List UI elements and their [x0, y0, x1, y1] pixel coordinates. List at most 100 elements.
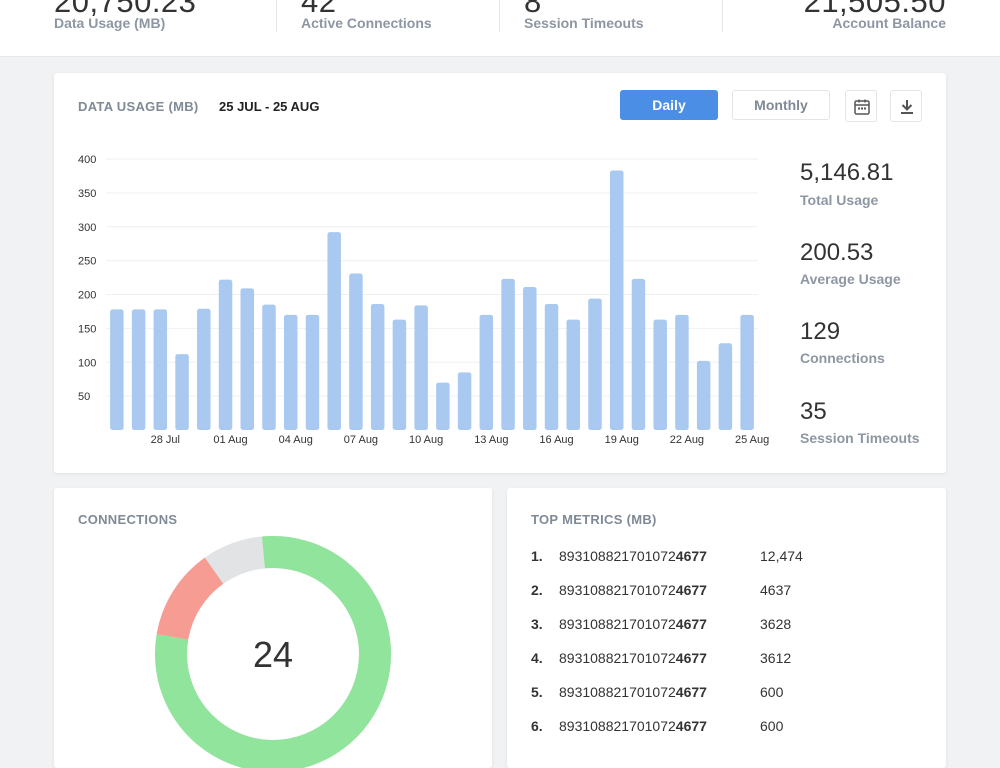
stat-label: Data Usage (MB): [54, 15, 166, 31]
usage-bar[interactable]: [197, 308, 211, 430]
monthly-button[interactable]: Monthly: [732, 90, 830, 120]
summary-label: Connections: [800, 350, 885, 366]
usage-bar[interactable]: [544, 303, 559, 430]
card-title: DATA USAGE (MB): [78, 99, 199, 114]
stats-bar: 20,750.23 Data Usage (MB) 42 Active Conn…: [0, 0, 1000, 57]
usage-bar[interactable]: [153, 309, 168, 430]
metric-rank: 4.: [531, 650, 543, 666]
metric-value: 3628: [760, 616, 792, 632]
x-tick-label: 16 Aug: [539, 434, 573, 446]
usage-bar[interactable]: [131, 309, 146, 430]
metric-rank: 1.: [531, 548, 543, 564]
connections-total: 24: [252, 634, 294, 675]
usage-bar[interactable]: [349, 273, 363, 430]
x-tick-label: 28 Jul: [151, 434, 180, 446]
download-icon: [901, 100, 913, 114]
card-title: TOP METRICS (MB): [531, 512, 657, 527]
usage-bar[interactable]: [457, 372, 472, 430]
metric-value: 600: [760, 718, 784, 734]
x-tick-label: 10 Aug: [409, 434, 443, 446]
daily-button[interactable]: Daily: [620, 90, 718, 120]
stat-value: 21,505.50: [803, 0, 946, 19]
connections-card: CONNECTIONS 24: [54, 488, 492, 768]
usage-bar[interactable]: [110, 309, 124, 430]
summary-value: 129: [800, 318, 841, 345]
metric-value: 3612: [760, 650, 792, 666]
usage-bar[interactable]: [370, 303, 385, 430]
donut-segment[interactable]: [155, 536, 391, 768]
usage-bar[interactable]: [218, 279, 233, 430]
usage-bar[interactable]: [653, 319, 667, 430]
data-usage-card: DATA USAGE (MB) 25 JUL - 25 AUG Daily Mo…: [54, 73, 946, 473]
usage-bar-chart: 50 100 150 200 250 300 350 400 28 Jul 01 Aug 04 Au…: [78, 154, 769, 446]
usage-bar[interactable]: [414, 305, 428, 430]
usage-bar[interactable]: [675, 314, 689, 430]
metric-id: 8931088217010724677: [559, 684, 707, 700]
download-button[interactable]: [890, 90, 922, 122]
y-tick-label: 50: [78, 391, 90, 403]
usage-bar[interactable]: [566, 319, 581, 430]
usage-bar[interactable]: [718, 343, 733, 430]
summary-label: Session Timeouts: [800, 430, 920, 446]
y-tick-label: 300: [78, 222, 96, 234]
stat-value: 20,750.23: [54, 0, 197, 19]
usage-bar[interactable]: [327, 232, 341, 430]
x-tick-label: 19 Aug: [605, 434, 639, 446]
usage-bar[interactable]: [631, 278, 646, 430]
summary-value: 5,146.81: [800, 159, 894, 186]
metric-value: 12,474: [760, 548, 803, 564]
usage-bar[interactable]: [175, 354, 189, 430]
summary-value: 200.53: [800, 239, 874, 266]
summary-label: Total Usage: [800, 192, 879, 208]
y-tick-label: 150: [78, 323, 96, 335]
stat-account-balance: 21,505.50 Account Balance: [746, 0, 946, 56]
usage-bar[interactable]: [588, 298, 602, 430]
x-tick-label: 01 Aug: [213, 434, 247, 446]
stat-label: Session Timeouts: [524, 15, 644, 31]
usage-bar[interactable]: [479, 314, 494, 430]
divider: [499, 0, 500, 32]
metric-id: 8931088217010724677: [559, 616, 707, 632]
usage-bar[interactable]: [305, 314, 320, 430]
y-tick-label: 100: [78, 357, 96, 369]
x-tick-label: 22 Aug: [670, 434, 704, 446]
usage-bar[interactable]: [392, 319, 407, 430]
x-tick-label: 04 Aug: [279, 434, 313, 446]
summary-value: 35: [800, 398, 827, 425]
calendar-button[interactable]: [845, 90, 877, 122]
connections-donut: [155, 536, 391, 768]
top-metrics-card: TOP METRICS (MB) 1. 8931088217010724677 …: [507, 488, 946, 768]
stat-value: 8: [524, 0, 542, 19]
metric-id: 8931088217010724677: [559, 548, 707, 564]
metric-rank: 2.: [531, 582, 543, 598]
y-tick-label: 400: [78, 154, 96, 166]
summary-label: Average Usage: [800, 271, 901, 287]
metric-rank: 5.: [531, 684, 543, 700]
usage-bar[interactable]: [240, 288, 255, 430]
usage-bar[interactable]: [609, 170, 624, 430]
usage-bar[interactable]: [436, 382, 450, 430]
metric-id: 8931088217010724677: [559, 718, 707, 734]
usage-bar[interactable]: [501, 278, 515, 430]
usage-bar[interactable]: [740, 314, 754, 430]
divider: [276, 0, 277, 32]
metric-value: 600: [760, 684, 784, 700]
stat-label: Account Balance: [832, 15, 946, 31]
usage-bar[interactable]: [262, 304, 276, 430]
date-range[interactable]: 25 JUL - 25 AUG: [219, 99, 320, 114]
metric-id: 8931088217010724677: [559, 650, 707, 666]
x-tick-label: 07 Aug: [344, 434, 378, 446]
x-tick-label: 13 Aug: [474, 434, 508, 446]
stat-value: 42: [301, 0, 337, 19]
calendar-icon: [854, 99, 870, 115]
usage-bar[interactable]: [523, 287, 537, 430]
stat-label: Active Connections: [301, 15, 432, 31]
card-title: CONNECTIONS: [78, 512, 178, 527]
metric-rank: 6.: [531, 718, 543, 734]
metric-id: 8931088217010724677: [559, 582, 707, 598]
usage-bar[interactable]: [696, 360, 711, 430]
y-tick-label: 200: [78, 290, 96, 302]
metric-rank: 3.: [531, 616, 543, 632]
divider: [722, 0, 723, 32]
usage-bar[interactable]: [283, 314, 298, 430]
